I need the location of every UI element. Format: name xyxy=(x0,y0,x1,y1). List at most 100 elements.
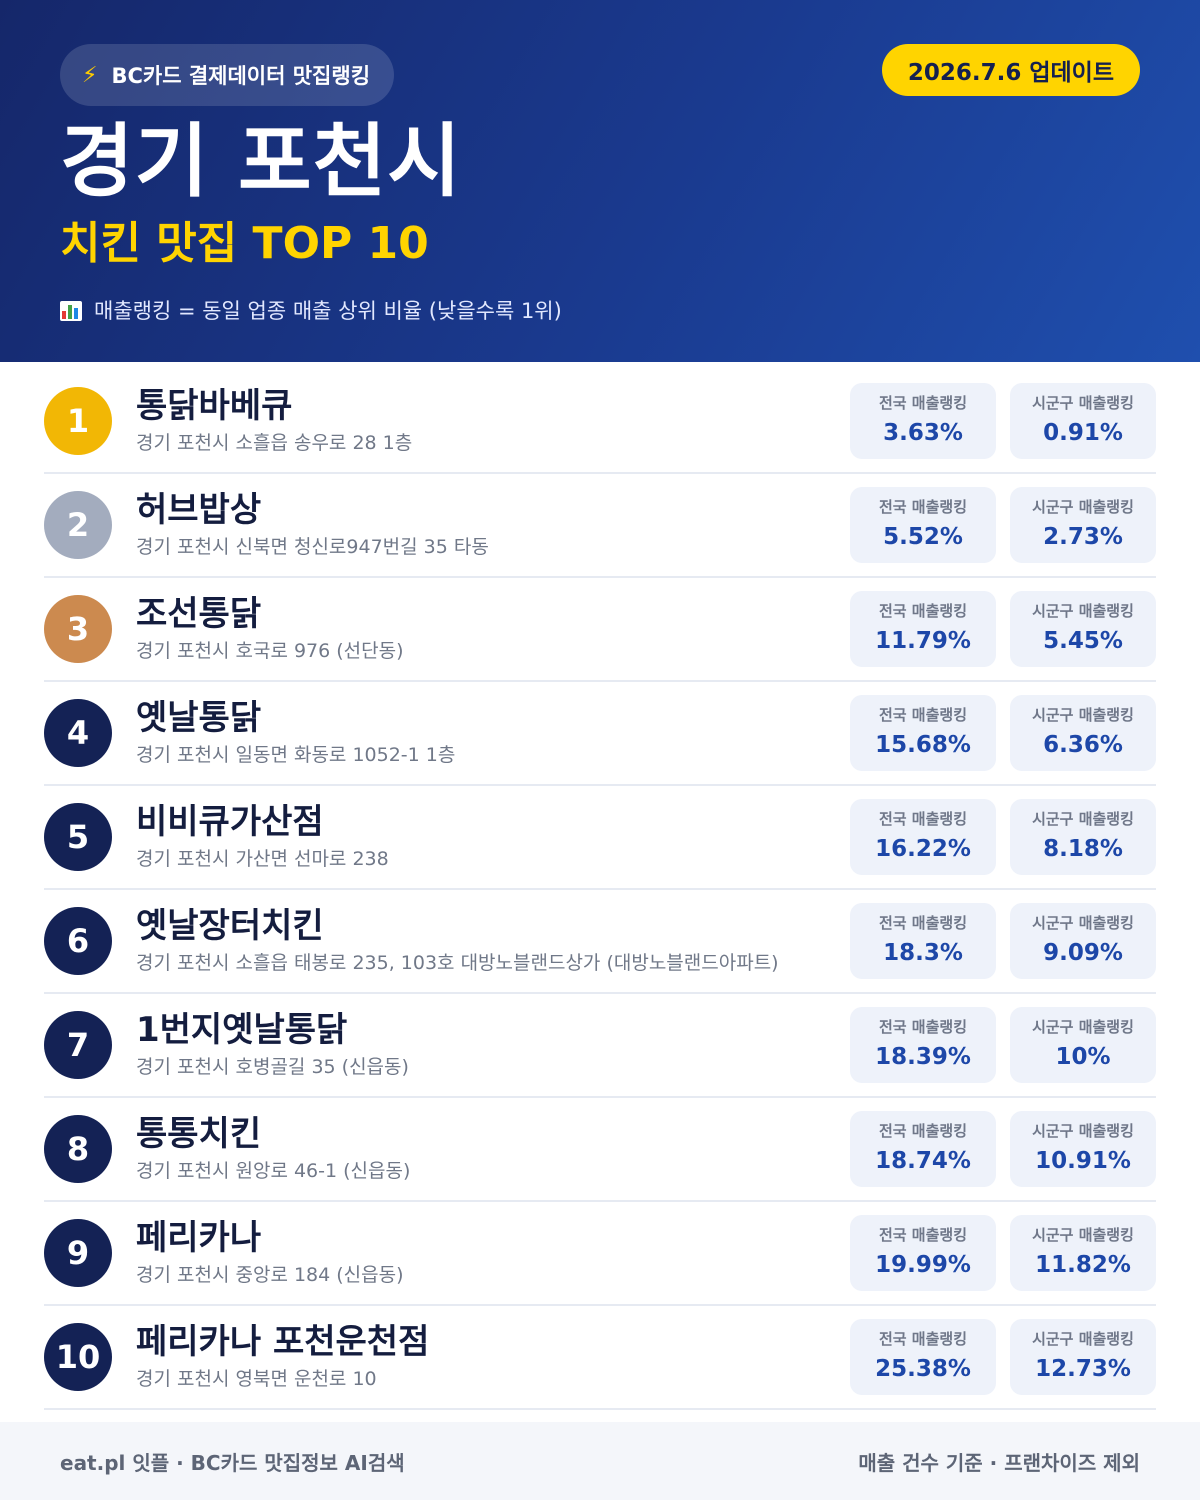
national-ranking-card: 전국 매출랭킹 5.52% xyxy=(850,487,996,563)
header-banner: ⚡ BC카드 결제데이터 맛집랭킹 2026.7.6 업데이트 경기 포천시 치… xyxy=(0,0,1200,362)
local-ranking-card: 시군구 매출랭킹 11.82% xyxy=(1010,1215,1156,1291)
rank-number: 1 xyxy=(66,402,90,440)
national-ranking-label: 전국 매출랭킹 xyxy=(878,914,968,932)
list-item[interactable]: 7 1번지옛날통닭 경기 포천시 호병골길 35 (신읍동) 전국 매출랭킹 1… xyxy=(44,994,1156,1098)
rank-badge: 8 xyxy=(44,1115,112,1183)
restaurant-address: 경기 포천시 영북면 운천로 10 xyxy=(136,1368,377,1390)
restaurant-address: 경기 포천시 원앙로 46-1 (신읍동) xyxy=(136,1160,411,1182)
rank-number: 5 xyxy=(66,818,90,856)
restaurant-info: 허브밥상 경기 포천시 신북면 청신로947번길 35 타동 xyxy=(136,489,836,561)
restaurant-name[interactable]: 비비큐가산점 xyxy=(136,802,324,842)
restaurant-address: 경기 포천시 소흘읍 태봉로 235, 103호 대방노블랜드상가 (대방노블랜… xyxy=(136,952,779,974)
local-ranking-value: 2.73% xyxy=(1043,524,1123,550)
footer-source: eat.pl 잇플 · BC카드 맛집정보 AI검색 xyxy=(60,1450,405,1475)
national-ranking-card: 전국 매출랭킹 18.74% xyxy=(850,1111,996,1187)
national-ranking-value: 3.63% xyxy=(883,420,963,446)
restaurant-info: 통통치킨 경기 포천시 원앙로 46-1 (신읍동) xyxy=(136,1113,836,1185)
rank-badge: 7 xyxy=(44,1011,112,1079)
restaurant-info: 조선통닭 경기 포천시 호국로 976 (선단동) xyxy=(136,593,836,665)
national-ranking-label: 전국 매출랭킹 xyxy=(878,1330,968,1348)
local-ranking-value: 10.91% xyxy=(1035,1148,1131,1174)
restaurant-address: 경기 포천시 가산면 선마로 238 xyxy=(136,848,389,870)
footer: eat.pl 잇플 · BC카드 맛집정보 AI검색 매출 건수 기준 · 프랜… xyxy=(0,1422,1200,1500)
restaurant-address: 경기 포천시 신북면 청신로947번길 35 타동 xyxy=(136,536,489,558)
national-ranking-value: 25.38% xyxy=(875,1356,971,1382)
rank-number: 2 xyxy=(66,506,90,544)
national-ranking-card: 전국 매출랭킹 18.39% xyxy=(850,1007,996,1083)
ranking-note: 매출랭킹 = 동일 업종 매출 상위 비율 (낮을수록 1위) xyxy=(60,294,562,328)
national-ranking-value: 18.74% xyxy=(875,1148,971,1174)
list-item[interactable]: 1 통닭바베큐 경기 포천시 소흘읍 송우로 28 1층 전국 매출랭킹 3.6… xyxy=(44,370,1156,474)
rank-number: 8 xyxy=(66,1130,90,1168)
local-ranking-value: 8.18% xyxy=(1043,836,1123,862)
restaurant-name[interactable]: 통통치킨 xyxy=(136,1114,262,1154)
rank-badge: 9 xyxy=(44,1219,112,1287)
rank-number: 3 xyxy=(66,610,90,648)
local-ranking-card: 시군구 매출랭킹 0.91% xyxy=(1010,383,1156,459)
list-item[interactable]: 10 페리카나 포천운천점 경기 포천시 영북면 운천로 10 전국 매출랭킹 … xyxy=(44,1306,1156,1410)
restaurant-name[interactable]: 옛날장터치킨 xyxy=(136,906,324,946)
update-label: 2026.7.6 업데이트 xyxy=(907,60,1114,86)
restaurant-address: 경기 포천시 일동면 화동로 1052-1 1층 xyxy=(136,744,456,766)
national-ranking-label: 전국 매출랭킹 xyxy=(878,602,968,620)
rank-badge: 4 xyxy=(44,699,112,767)
restaurant-address: 경기 포천시 소흘읍 송우로 28 1층 xyxy=(136,432,413,454)
list-item[interactable]: 3 조선통닭 경기 포천시 호국로 976 (선단동) 전국 매출랭킹 11.7… xyxy=(44,578,1156,682)
list-item[interactable]: 9 페리카나 경기 포천시 중앙로 184 (신읍동) 전국 매출랭킹 19.9… xyxy=(44,1202,1156,1306)
local-ranking-label: 시군구 매출랭킹 xyxy=(1032,706,1134,724)
local-ranking-value: 0.91% xyxy=(1043,420,1123,446)
rank-number: 9 xyxy=(66,1234,90,1272)
rank-number: 4 xyxy=(66,714,90,752)
local-ranking-value: 12.73% xyxy=(1035,1356,1131,1382)
list-item[interactable]: 4 옛날통닭 경기 포천시 일동면 화동로 1052-1 1층 전국 매출랭킹 … xyxy=(44,682,1156,786)
list-item[interactable]: 8 통통치킨 경기 포천시 원앙로 46-1 (신읍동) 전국 매출랭킹 18.… xyxy=(44,1098,1156,1202)
local-ranking-value: 10% xyxy=(1055,1044,1111,1070)
rank-badge: 5 xyxy=(44,803,112,871)
local-ranking-value: 9.09% xyxy=(1043,940,1123,966)
restaurant-address: 경기 포천시 호병골길 35 (신읍동) xyxy=(136,1056,409,1078)
rank-badge: 3 xyxy=(44,595,112,663)
local-ranking-value: 5.45% xyxy=(1043,628,1123,654)
restaurant-info: 통닭바베큐 경기 포천시 소흘읍 송우로 28 1층 xyxy=(136,385,836,457)
restaurant-name[interactable]: 조선통닭 xyxy=(136,594,262,634)
list-item[interactable]: 6 옛날장터치킨 경기 포천시 소흘읍 태봉로 235, 103호 대방노블랜드… xyxy=(44,890,1156,994)
national-ranking-label: 전국 매출랭킹 xyxy=(878,810,968,828)
rank-number: 10 xyxy=(55,1338,101,1376)
national-ranking-card: 전국 매출랭킹 16.22% xyxy=(850,799,996,875)
restaurant-name[interactable]: 1번지옛날통닭 xyxy=(136,1010,348,1050)
rank-badge: 2 xyxy=(44,491,112,559)
rank-badge: 1 xyxy=(44,387,112,455)
restaurant-name[interactable]: 통닭바베큐 xyxy=(136,386,293,426)
page-title: 경기 포천시 xyxy=(60,115,462,208)
ranking-note-text: 매출랭킹 = 동일 업종 매출 상위 비율 (낮을수록 1위) xyxy=(94,299,562,323)
rank-badge: 10 xyxy=(44,1323,112,1391)
list-item[interactable]: 2 허브밥상 경기 포천시 신북면 청신로947번길 35 타동 전국 매출랭킹… xyxy=(44,474,1156,578)
local-ranking-card: 시군구 매출랭킹 10.91% xyxy=(1010,1111,1156,1187)
update-date-badge: 2026.7.6 업데이트 xyxy=(881,44,1140,96)
national-ranking-card: 전국 매출랭킹 15.68% xyxy=(850,695,996,771)
local-ranking-card: 시군구 매출랭킹 2.73% xyxy=(1010,487,1156,563)
restaurant-name[interactable]: 옛날통닭 xyxy=(136,698,262,738)
local-ranking-label: 시군구 매출랭킹 xyxy=(1032,394,1134,412)
rank-number: 7 xyxy=(66,1026,90,1064)
national-ranking-label: 전국 매출랭킹 xyxy=(878,1122,968,1140)
national-ranking-value: 15.68% xyxy=(875,732,971,758)
local-ranking-card: 시군구 매출랭킹 8.18% xyxy=(1010,799,1156,875)
national-ranking-card: 전국 매출랭킹 25.38% xyxy=(850,1319,996,1395)
local-ranking-label: 시군구 매출랭킹 xyxy=(1032,602,1134,620)
bar-chart-icon xyxy=(60,301,82,321)
restaurant-info: 페리카나 경기 포천시 중앙로 184 (신읍동) xyxy=(136,1217,836,1289)
national-ranking-label: 전국 매출랭킹 xyxy=(878,1018,968,1036)
local-ranking-card: 시군구 매출랭킹 12.73% xyxy=(1010,1319,1156,1395)
local-ranking-card: 시군구 매출랭킹 10% xyxy=(1010,1007,1156,1083)
local-ranking-label: 시군구 매출랭킹 xyxy=(1032,1018,1134,1036)
national-ranking-card: 전국 매출랭킹 18.3% xyxy=(850,903,996,979)
restaurant-name[interactable]: 페리카나 포천운천점 xyxy=(136,1322,430,1362)
list-item[interactable]: 5 비비큐가산점 경기 포천시 가산면 선마로 238 전국 매출랭킹 16.2… xyxy=(44,786,1156,890)
page-subtitle: 치킨 맛집 TOP 10 xyxy=(60,218,429,269)
local-ranking-label: 시군구 매출랭킹 xyxy=(1032,810,1134,828)
restaurant-name[interactable]: 허브밥상 xyxy=(136,490,262,530)
restaurant-name[interactable]: 페리카나 xyxy=(136,1218,262,1258)
national-ranking-card: 전국 매출랭킹 11.79% xyxy=(850,591,996,667)
national-ranking-card: 전국 매출랭킹 19.99% xyxy=(850,1215,996,1291)
